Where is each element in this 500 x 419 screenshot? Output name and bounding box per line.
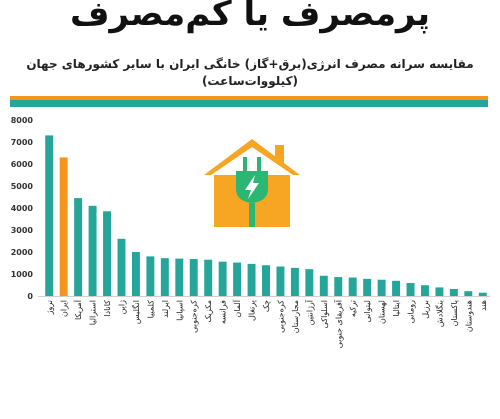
x-tick-label: ایتالیا [392, 300, 401, 317]
bar [247, 263, 256, 296]
bar [435, 287, 444, 296]
bar [363, 278, 372, 296]
x-tick-label: برزیل [421, 300, 430, 319]
chart-subtitle: مقایسه سرانه مصرف انرژی(برق+گاز) خانگی ا… [0, 56, 500, 90]
x-tick-label: آمریکا [73, 299, 83, 320]
bar [348, 277, 357, 296]
y-tick-label: 4000 [11, 204, 34, 213]
bar [103, 211, 112, 296]
green-divider-band [10, 100, 488, 107]
x-tick-label: آرژانتین [304, 299, 314, 325]
x-tick-label: انگلیس [131, 300, 141, 324]
y-tick-label: 0 [27, 292, 33, 301]
bar [478, 292, 487, 296]
x-tick-label: لهستان [378, 300, 387, 324]
x-tick-label: ایران [60, 300, 69, 317]
bar [45, 135, 54, 296]
bar [189, 259, 198, 296]
bar [377, 279, 386, 296]
bar [334, 277, 343, 296]
bar [392, 280, 401, 296]
x-tick-label: مجارستان [291, 300, 300, 333]
bar-chart: 0 1000 2000 3000 4000 5000 6000 7000 8000 نروژ ایر… [11, 116, 490, 348]
bar [290, 267, 299, 296]
y-tick-label: 3000 [11, 226, 34, 235]
bar [233, 262, 242, 296]
x-tick-label: آفریقای جنوبی [333, 299, 343, 348]
x-tick-label: چک [262, 300, 271, 312]
bar [175, 258, 184, 296]
x-tick-label: پرتغال [248, 300, 257, 321]
bar [276, 266, 285, 296]
x-tick-label: بنگلادش [434, 300, 444, 327]
bar [319, 275, 328, 296]
subtitle-line-2: (کیلووات‌ساعت) [201, 74, 299, 88]
x-tick-label: ایرلند [161, 300, 170, 318]
x-tick-label: اسلواکی [320, 300, 329, 328]
bar [88, 205, 97, 296]
y-tick-label: 8000 [11, 116, 34, 125]
bar [59, 157, 68, 296]
x-tick-label: استرالیا [89, 300, 98, 325]
x-tick-label: کانادا [103, 300, 112, 317]
y-tick-label: 2000 [11, 248, 34, 257]
bar [131, 252, 140, 296]
bar [117, 238, 126, 296]
x-tick-label: نروژ [45, 300, 54, 315]
bar [146, 256, 155, 296]
x-tick-label: آلمان [232, 299, 242, 317]
x-tick-label: پاکستان [450, 300, 459, 326]
bar [420, 285, 429, 296]
x-tick-label: لیتوانی [363, 300, 372, 323]
x-tick-label: هندوستان [464, 300, 473, 332]
y-tick-label: 5000 [11, 182, 34, 191]
x-tick-label: فرانسه [219, 300, 228, 324]
bar [449, 288, 458, 296]
headline: پرمصرف یا کم‌مصرف [70, 0, 430, 34]
bar [218, 261, 227, 296]
x-tick-label: کلمبیا [146, 300, 155, 319]
x-tick-label: کره‌جنوبی [276, 300, 285, 333]
bar [262, 265, 270, 296]
bar [74, 198, 83, 296]
bar [305, 269, 314, 296]
x-tick-label: کره‌جنوبی [190, 300, 199, 333]
bar [204, 259, 213, 296]
y-tick-label: 7000 [11, 138, 34, 147]
y-tick-label: 1000 [11, 270, 34, 279]
x-tick-label: هند [479, 300, 488, 311]
x-tick-label: مکزیک [204, 300, 213, 323]
bar [406, 283, 415, 296]
subtitle-line-1: مقایسه سرانه مصرف انرژی(برق+گاز) خانگی ا… [26, 57, 474, 71]
x-tick-label: ژاپن [117, 300, 126, 315]
orange-divider-band [10, 96, 488, 100]
bar [464, 291, 473, 296]
x-tick-label: رومانی [407, 300, 416, 323]
bar [160, 258, 169, 296]
x-tick-label: اسپانیا [175, 300, 184, 321]
house-plug-icon [204, 139, 300, 227]
y-tick-label: 6000 [11, 160, 34, 169]
x-tick-label: ترکیه [349, 300, 358, 317]
